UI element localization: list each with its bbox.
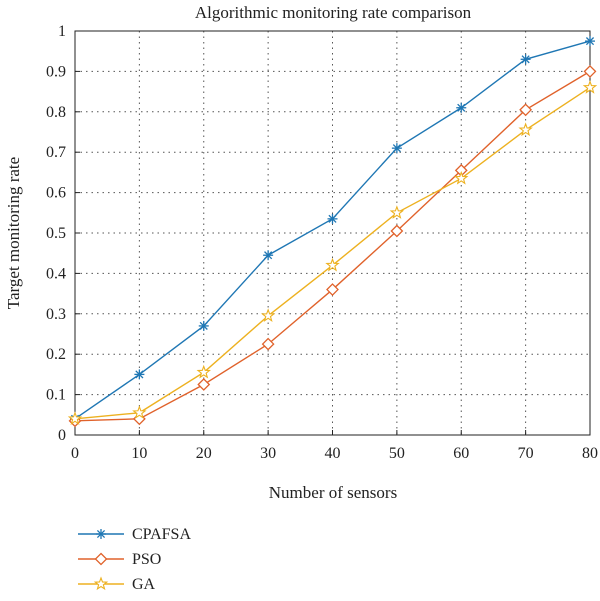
x-tick-label: 30 bbox=[260, 445, 276, 462]
legend-item: CPAFSA bbox=[78, 526, 191, 543]
series-line bbox=[74, 86, 591, 420]
legend-item: GA bbox=[78, 576, 156, 593]
x-tick-label: 10 bbox=[131, 445, 147, 462]
x-tick-label: 40 bbox=[325, 445, 341, 462]
star-marker bbox=[132, 405, 147, 419]
asterisk-marker bbox=[198, 320, 209, 331]
x-tick-label: 50 bbox=[389, 445, 405, 462]
y-tick-label: 0.4 bbox=[46, 265, 66, 282]
y-tick-label: 0.8 bbox=[46, 104, 66, 121]
legend-label: PSO bbox=[132, 551, 161, 568]
grid bbox=[75, 31, 590, 435]
x-tick-label: 0 bbox=[71, 445, 79, 462]
legend-label: CPAFSA bbox=[132, 526, 191, 543]
asterisk-marker bbox=[391, 143, 402, 154]
y-tick-label: 0 bbox=[58, 427, 66, 444]
asterisk-marker bbox=[520, 54, 531, 65]
star-marker bbox=[518, 122, 533, 137]
diamond-marker bbox=[519, 103, 533, 117]
series-cpafsa bbox=[70, 36, 595, 424]
star-marker bbox=[93, 576, 109, 591]
x-tick-label: 80 bbox=[582, 445, 598, 462]
star-marker bbox=[196, 364, 211, 379]
asterisk-marker bbox=[456, 102, 467, 113]
diamond-marker bbox=[390, 224, 404, 238]
asterisk-marker bbox=[96, 529, 106, 539]
diamond-marker bbox=[583, 64, 597, 78]
star-marker bbox=[454, 170, 469, 185]
y-tick-label: 0.3 bbox=[46, 306, 66, 323]
y-tick-label: 0.6 bbox=[46, 185, 66, 202]
y-tick-label: 0.7 bbox=[46, 144, 66, 161]
y-tick-label: 0.9 bbox=[46, 63, 66, 80]
x-tick-label: 60 bbox=[453, 445, 469, 462]
star-marker bbox=[260, 308, 276, 322]
axis-ticks: 0 10 20 30 40 50 60 70 80 0 0.1 0.2 0.3 0.4 0.5 0.6 0.7 0… bbox=[46, 23, 598, 462]
chart-title: Algorithmic monitoring rate comparison bbox=[195, 3, 472, 22]
asterisk-marker bbox=[585, 36, 595, 47]
star-marker bbox=[325, 257, 340, 272]
diamond-marker bbox=[94, 552, 108, 566]
legend: CPAFSA PSO GA bbox=[78, 526, 191, 593]
y-tick-label: 0.2 bbox=[46, 346, 66, 363]
y-tick-label: 0.5 bbox=[46, 225, 66, 242]
legend-item: PSO bbox=[78, 551, 161, 568]
x-tick-label: 20 bbox=[196, 445, 212, 462]
asterisk-marker bbox=[263, 250, 274, 261]
star-marker bbox=[67, 411, 83, 425]
star-marker bbox=[389, 205, 405, 219]
diamond-marker bbox=[197, 378, 211, 391]
y-tick-label: 0.1 bbox=[46, 387, 66, 404]
y-tick-label: 1 bbox=[58, 23, 66, 40]
y-axis-label: Target monitoring rate bbox=[4, 157, 23, 309]
series-group bbox=[67, 36, 598, 428]
series-ga bbox=[67, 79, 598, 425]
asterisk-marker bbox=[134, 369, 145, 380]
diamond-marker bbox=[326, 283, 339, 296]
legend-label: GA bbox=[132, 576, 156, 593]
diamond-marker bbox=[261, 337, 275, 351]
asterisk-marker bbox=[327, 213, 338, 224]
x-axis-label: Number of sensors bbox=[269, 483, 397, 502]
x-tick-label: 70 bbox=[518, 445, 534, 462]
star-marker bbox=[582, 79, 598, 94]
